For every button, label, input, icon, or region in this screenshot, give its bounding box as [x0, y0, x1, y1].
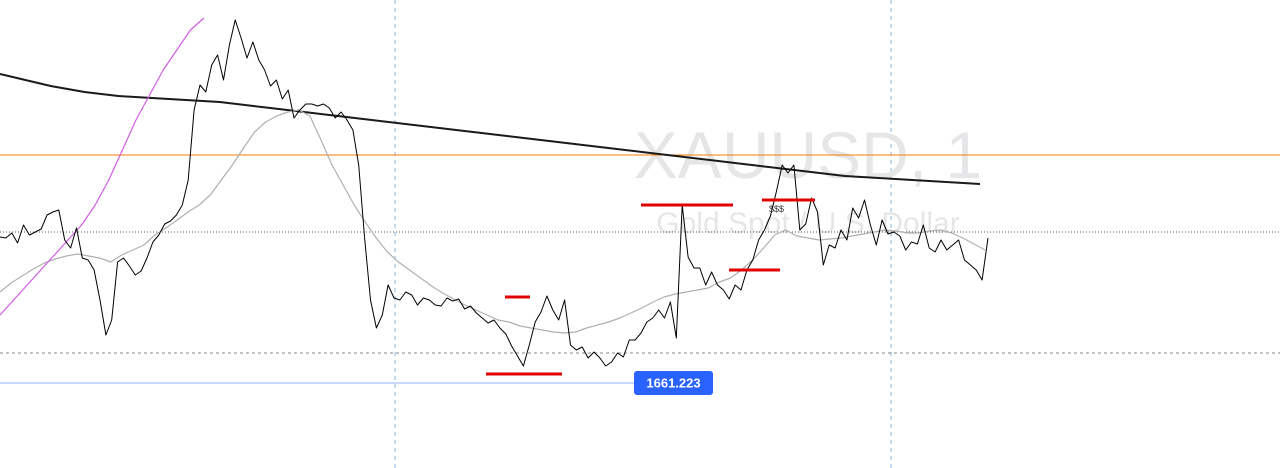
trendline [0, 17, 205, 316]
levels-layer [0, 154, 1280, 384]
moving-averages-layer [0, 17, 986, 334]
watermark: XAUUSD, 1 Gold Spot / U.S. Dollar [634, 118, 982, 240]
liquidity-marks-layer [486, 198, 815, 376]
liquidity-annotation: $$$ [769, 204, 784, 214]
grid-layer [394, 0, 892, 468]
price-tag-value: 1661.223 [646, 376, 700, 391]
price-line [0, 19, 989, 367]
price-tag-background [634, 371, 713, 395]
price-layer [0, 19, 989, 367]
slow-moving-average [0, 73, 981, 185]
price-tag[interactable]: 1661.223 [634, 371, 713, 395]
